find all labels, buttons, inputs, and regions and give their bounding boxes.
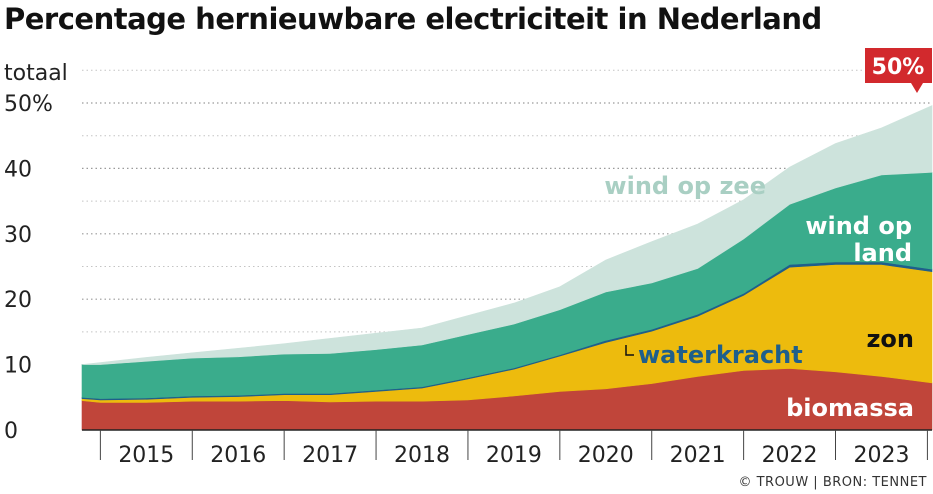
stacked-areas <box>81 105 933 431</box>
label-wind-op-zee: wind op zee <box>604 172 766 200</box>
x-tick-label: 2015 <box>118 443 174 468</box>
y-tick-label: 0 <box>4 419 18 444</box>
x-tick-label: 2018 <box>394 443 450 468</box>
label-biomassa: biomassa <box>786 394 914 422</box>
callout-box <box>865 48 932 93</box>
label-wind-op-land-line2: land <box>853 239 912 267</box>
chart-title: Percentage hernieuwbare electriciteit in… <box>4 2 822 36</box>
label-waterkracht: waterkracht <box>638 341 803 369</box>
y-tick-label: 30 <box>4 223 32 248</box>
axes: 0 10 20 30 40 50% totaal 2015 2016 2017 2018 2019 20… <box>4 61 932 468</box>
x-tick-label: 2019 <box>486 443 542 468</box>
x-tick-label: 2020 <box>578 443 634 468</box>
total-callout: 50% <box>865 48 932 93</box>
y-tick-label: 10 <box>4 354 32 379</box>
y-tick-label: 20 <box>4 288 32 313</box>
x-tick-label: 2022 <box>762 443 818 468</box>
area-wind-op-zee <box>81 105 933 365</box>
y-axis-label: totaal <box>4 61 68 86</box>
y-tick-label: 40 <box>4 157 32 182</box>
x-tick-label: 2023 <box>853 443 909 468</box>
x-tick-label: 2021 <box>670 443 726 468</box>
label-wind-op-land-line1: wind op <box>805 212 912 240</box>
source-credit: © TROUW | BRON: TENNET <box>738 475 927 490</box>
x-tick-label: 2017 <box>302 443 358 468</box>
waterkracht-pointer <box>625 345 634 356</box>
label-zon: zon <box>866 325 914 353</box>
x-tick-label: 2016 <box>210 443 266 468</box>
callout-label: 50% <box>872 55 925 80</box>
y-tick-label: 50% <box>4 92 53 117</box>
